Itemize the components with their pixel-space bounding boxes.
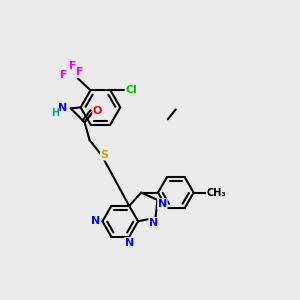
Text: Cl: Cl [125, 85, 137, 95]
Text: N: N [158, 199, 167, 209]
Text: N: N [124, 238, 134, 248]
Text: CH₃: CH₃ [207, 188, 226, 198]
Text: N: N [58, 103, 68, 113]
Text: F: F [60, 70, 68, 80]
Text: N: N [149, 218, 158, 228]
Text: N: N [91, 216, 100, 226]
Text: O: O [93, 106, 102, 116]
Text: F: F [69, 61, 76, 71]
Text: S: S [100, 150, 108, 160]
Text: H: H [51, 108, 59, 118]
Text: F: F [76, 68, 83, 77]
